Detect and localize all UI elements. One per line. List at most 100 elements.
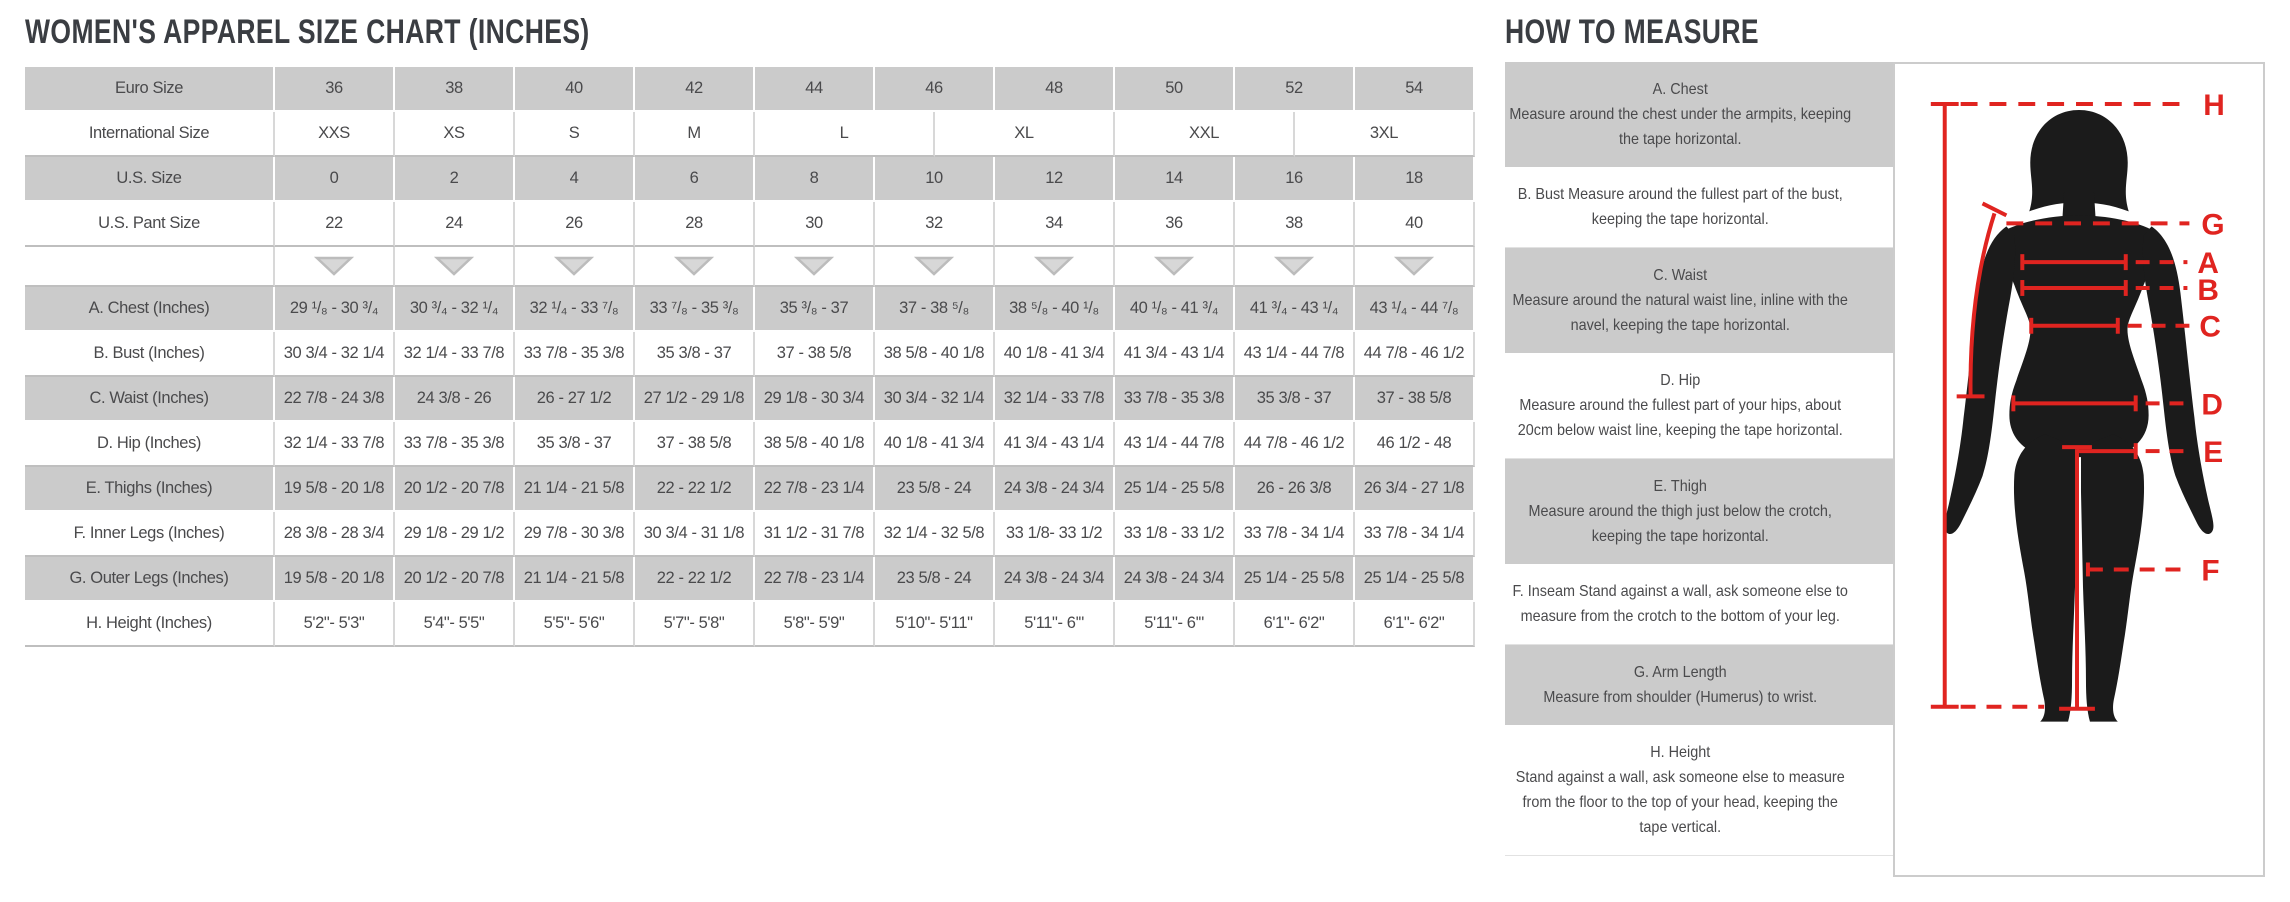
size-cell: 25 1/4 - 25 5/8 [1355,557,1475,602]
row-label: International Size [25,112,275,157]
table-row-measure: C. Waist (Inches) 22 7/8 - 24 3/8 24 3/8 -… [25,377,1475,422]
label-h: H [2203,89,2225,122]
size-cell: 22 - 22 1/2 [635,467,755,512]
size-cell: 33 7/8 - 35 3/8 [515,332,635,377]
down-arrow-icon [914,256,954,276]
measurement-figure-box: H G A B C D E F [1893,62,2265,877]
size-cell: 46 [875,67,995,112]
table-row-measure: H. Height (Inches) 5'2"- 5'3" 5'4"- 5'5" 5'… [25,602,1475,647]
size-cell: 40 ¹/₈ - 41 ³/₄ [1115,287,1235,332]
table-row-measure: F. Inner Legs (Inches) 28 3/8 - 28 3/4 29 … [25,512,1475,557]
size-cell: S [515,112,635,157]
size-cell: 41 3/4 - 43 1/4 [995,422,1115,467]
size-cell: 30 [755,202,875,247]
size-cell: 23 5/8 - 24 [875,467,995,512]
size-cell: 29 ¹/₈ - 30 ³/₄ [275,287,395,332]
size-cell: 26 3/4 - 27 1/8 [1355,467,1475,512]
instruction-arm-length: G. Arm Length Measure from shoulder (Hum… [1505,645,1893,725]
instruction-bust: B. Bust Measure around the fullest part … [1505,167,1893,248]
size-cell: 32 ¹/₄ - 33 ⁷/₈ [515,287,635,332]
size-cell: 29 1/8 - 29 1/2 [395,512,515,557]
instruction-heading: D. Hip [1660,372,1701,389]
size-cell: 37 - 38 ⁵/₈ [875,287,995,332]
size-cell: 36 [1115,202,1235,247]
instruction-heading: A. Chest [1652,81,1708,98]
row-label: F. Inner Legs (Inches) [25,512,275,557]
size-cell: 12 [995,157,1115,202]
arrow-cell [875,247,995,287]
label-e: E [2203,436,2223,469]
instruction-text: B. Bust Measure around the fullest part … [1517,186,1843,228]
size-cell: 3XL [1295,112,1475,157]
row-label: C. Waist (Inches) [25,377,275,422]
instruction-waist: C. Waist Measure around the natural wais… [1505,248,1893,353]
row-label: A. Chest (Inches) [25,287,275,332]
size-cell: 41 3/4 - 43 1/4 [1115,332,1235,377]
instruction-text: Measure around the chest under the armpi… [1509,106,1852,148]
size-cell: 46 1/2 - 48 [1355,422,1475,467]
size-cell: 33 1/8- 33 1/2 [995,512,1115,557]
size-cell: 23 5/8 - 24 [875,557,995,602]
size-cell: 4 [515,157,635,202]
size-cell: 40 1/8 - 41 3/4 [995,332,1115,377]
female-silhouette [1944,109,2214,722]
size-cell: 44 7/8 - 46 1/2 [1235,422,1355,467]
size-cell: 22 7/8 - 23 1/4 [755,467,875,512]
size-cell: 29 1/8 - 30 3/4 [755,377,875,422]
size-cell: 44 7/8 - 46 1/2 [1355,332,1475,377]
down-arrow-icon [314,256,354,276]
size-cell: 5'8"- 5'9" [755,602,875,647]
size-cell: 33 7/8 - 35 3/8 [395,422,515,467]
table-row-measure: B. Bust (Inches) 30 3/4 - 32 1/4 32 1/4 - … [25,332,1475,377]
table-row-us-pant-size: U.S. Pant Size 22 24 26 28 30 32 34 36 3… [25,202,1475,247]
size-cell: XS [395,112,515,157]
size-cell: 38 5/8 - 40 1/8 [875,332,995,377]
size-cell: 52 [1235,67,1355,112]
size-cell: 28 3/8 - 28 3/4 [275,512,395,557]
size-cell: 35 3/8 - 37 [1235,377,1355,422]
size-cell: M [635,112,755,157]
size-cell: 10 [875,157,995,202]
table-row-euro-size: Euro Size 36 38 40 42 44 46 48 50 52 54 [25,67,1475,112]
size-cell: 18 [1355,157,1475,202]
instruction-hip: D. Hip Measure around the fullest part o… [1505,353,1893,459]
arrow-cell [1235,247,1355,287]
how-to-measure-section: HOW TO MEASURE A. Chest Measure around t… [1505,14,2270,877]
size-cell: 33 ⁷/₈ - 35 ³/₈ [635,287,755,332]
size-cell: 6 [635,157,755,202]
size-cell: 25 1/4 - 25 5/8 [1115,467,1235,512]
row-label: Euro Size [25,67,275,112]
size-cell: 22 - 22 1/2 [635,557,755,602]
down-arrow-icon [674,256,714,276]
size-chart-title: WOMEN'S APPAREL SIZE CHART (INCHES) [25,13,590,51]
size-cell: 30 3/4 - 31 1/8 [635,512,755,557]
size-cell: 20 1/2 - 20 7/8 [395,467,515,512]
size-cell: 16 [1235,157,1355,202]
size-cell: 8 [755,157,875,202]
row-label: H. Height (Inches) [25,602,275,647]
size-cell: 40 [515,67,635,112]
body-measurement-diagram: H G A B C D E F [1930,89,2225,722]
size-cell: 36 [275,67,395,112]
size-cell: 5'10"- 5'11" [875,602,995,647]
size-cell: 24 [395,202,515,247]
down-arrow-icon [554,256,594,276]
instruction-inseam: F. Inseam Stand against a wall, ask some… [1505,564,1893,645]
label-a: A [2197,247,2219,280]
table-row-measure: G. Outer Legs (Inches) 19 5/8 - 20 1/8 20 … [25,557,1475,602]
label-g: G [2201,208,2224,241]
size-table-body: Euro Size 36 38 40 42 44 46 48 50 52 54 … [25,67,1475,647]
size-cell: 31 1/2 - 31 7/8 [755,512,875,557]
size-cell: 0 [275,157,395,202]
table-row-measure: A. Chest (Inches) 29 ¹/₈ - 30 ³/₄ 30 ³/₄ -… [25,287,1475,332]
size-cell: XXS [275,112,395,157]
row-label: G. Outer Legs (Inches) [25,557,275,602]
row-label-empty [25,247,275,287]
size-cell: 35 ³/₈ - 37 [755,287,875,332]
instruction-text: Stand against a wall, ask someone else t… [1515,769,1845,836]
down-arrow-icon [1274,256,1314,276]
size-cell: 43 1/4 - 44 7/8 [1235,332,1355,377]
measure-instructions: A. Chest Measure around the chest under … [1505,62,1893,856]
size-cell: 38 [395,67,515,112]
instruction-thigh: E. Thigh Measure around the thigh just b… [1505,459,1893,564]
